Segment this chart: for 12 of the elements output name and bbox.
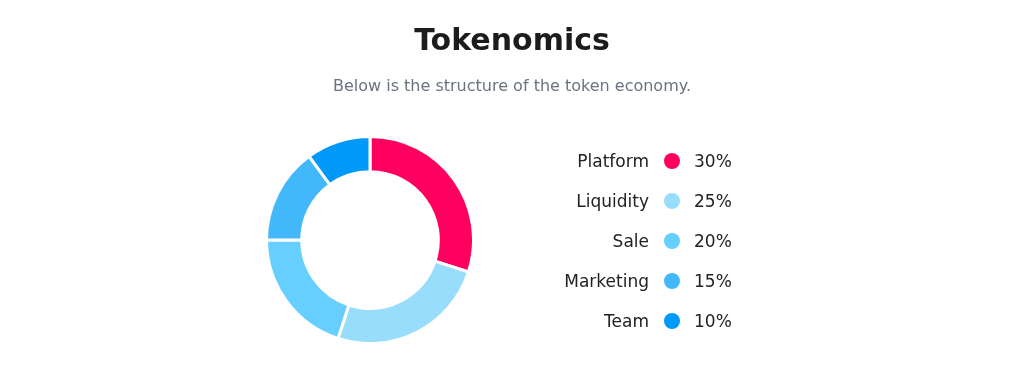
data-label: 30% (694, 150, 732, 172)
legend-label: Sale (612, 230, 649, 252)
data-label: 10% (694, 310, 732, 332)
legend-label: Marketing (564, 270, 649, 292)
chart-title: Tokenomics (413, 22, 611, 57)
data-label: 25% (694, 190, 732, 212)
data-label: 15% (694, 270, 732, 292)
chart-subtitle: Below is the structure of the token economy. (332, 76, 692, 95)
legend-label: Liquidity (576, 190, 649, 212)
data-label: 20% (694, 230, 732, 252)
legend-label: Team (604, 310, 649, 332)
legend-label: Platform (577, 150, 649, 172)
